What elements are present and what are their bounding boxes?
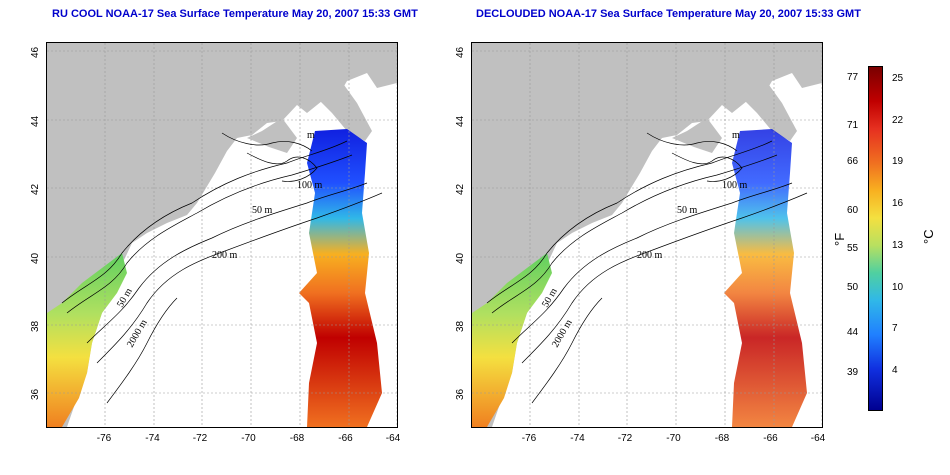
offshore-sst-swath — [724, 129, 807, 427]
fahrenheit-tick-label: 44 — [847, 327, 859, 338]
latitude-tick-label: 46 — [455, 46, 466, 58]
cape-cod-land — [247, 118, 297, 153]
longitude-tick-label: -72 — [617, 433, 633, 444]
offshore-sst-swath — [299, 129, 382, 427]
contour-depth-label: 100 m — [297, 180, 323, 191]
fahrenheit-tick-label: 77 — [847, 72, 859, 83]
celsius-tick-label: 25 — [892, 73, 904, 84]
longitude-tick-label: -76 — [96, 433, 112, 444]
longitude-tick-label: -66 — [338, 433, 353, 444]
bathymetry-contour — [671, 152, 743, 182]
fahrenheit-tick-label: 39 — [847, 367, 859, 378]
fahrenheit-tick-label: 50 — [847, 282, 859, 293]
bathymetry-contour — [221, 132, 313, 152]
contour-depth-label: 200 m — [637, 250, 663, 261]
celsius-tick-label: 16 — [892, 198, 904, 209]
bathymetry-contour — [491, 154, 778, 314]
longitude-tick-label: -64 — [385, 433, 401, 444]
cape-cod-land — [672, 118, 722, 153]
contour-depth-label: m — [732, 130, 740, 141]
latitude-tick-label: 38 — [455, 320, 466, 332]
land-mass — [47, 43, 397, 427]
bathymetry-contour — [646, 132, 738, 152]
nova-scotia-land — [734, 63, 797, 141]
contour-depth-label: m — [307, 130, 315, 141]
latitude-tick-label: 42 — [455, 183, 466, 195]
bathymetry-contour — [521, 192, 808, 364]
celsius-tick-label: 22 — [892, 115, 904, 126]
latitude-tick-label: 36 — [30, 388, 41, 400]
latitude-tick-label: 46 — [30, 46, 41, 58]
bathymetry-contour — [246, 152, 318, 182]
bathymetry-contour — [486, 140, 773, 304]
left-map-title: RU COOL NOAA-17 Sea Surface Temperature … — [52, 8, 418, 20]
longitude-tick-label: -68 — [289, 433, 305, 444]
celsius-tick-label: 19 — [892, 156, 904, 167]
right-map-title: DECLOUDED NOAA-17 Sea Surface Temperatur… — [476, 8, 861, 20]
latitude-tick-label: 40 — [30, 252, 41, 264]
bathymetry-contour — [96, 192, 383, 364]
longitude-tick-label: -70 — [666, 433, 681, 444]
fahrenheit-tick-label: 71 — [847, 120, 859, 131]
contour-depth-label: 100 m — [722, 180, 748, 191]
celsius-tick-label: 4 — [892, 365, 898, 376]
nova-scotia-land — [309, 63, 372, 141]
fahrenheit-tick-label: 60 — [847, 205, 859, 216]
bathymetry-contour — [511, 182, 793, 344]
temperature-colorbar — [868, 66, 883, 411]
celsius-tick-label: 10 — [892, 282, 904, 293]
contour-depth-label: 50 m — [677, 205, 698, 216]
latitude-tick-label: 38 — [30, 320, 41, 332]
longitude-tick-label: -70 — [241, 433, 256, 444]
bathymetry-contour — [66, 154, 353, 314]
longitude-tick-label: -66 — [763, 433, 778, 444]
fahrenheit-unit-label: °F — [832, 232, 847, 246]
longitude-tick-label: -72 — [192, 433, 208, 444]
longitude-tick-label: -68 — [714, 433, 730, 444]
latitude-tick-label: 36 — [455, 388, 466, 400]
bathymetry-contour — [531, 297, 603, 404]
longitude-tick-label: -64 — [810, 433, 826, 444]
coastal-sst-swath — [472, 253, 552, 427]
contour-depth-label: 200 m — [212, 250, 238, 261]
celsius-unit-label: °C — [921, 229, 936, 244]
longitude-tick-label: -74 — [570, 433, 585, 444]
bathymetry-contour — [61, 140, 348, 304]
land-mass — [472, 43, 822, 427]
celsius-tick-label: 7 — [892, 323, 898, 334]
contour-depth-label: 50 m — [252, 205, 273, 216]
celsius-tick-label: 13 — [892, 240, 904, 251]
longitude-tick-label: -76 — [521, 433, 537, 444]
bathymetry-contour — [86, 182, 368, 344]
bathymetry-contour — [106, 297, 178, 404]
latitude-tick-label: 44 — [455, 115, 466, 127]
latitude-tick-label: 44 — [30, 115, 41, 127]
fahrenheit-tick-label: 55 — [847, 243, 859, 254]
latitude-tick-label: 42 — [30, 183, 41, 195]
longitude-tick-label: -74 — [145, 433, 160, 444]
latitude-tick-label: 40 — [455, 252, 466, 264]
coastal-sst-swath — [47, 253, 127, 427]
fahrenheit-tick-label: 66 — [847, 156, 859, 167]
